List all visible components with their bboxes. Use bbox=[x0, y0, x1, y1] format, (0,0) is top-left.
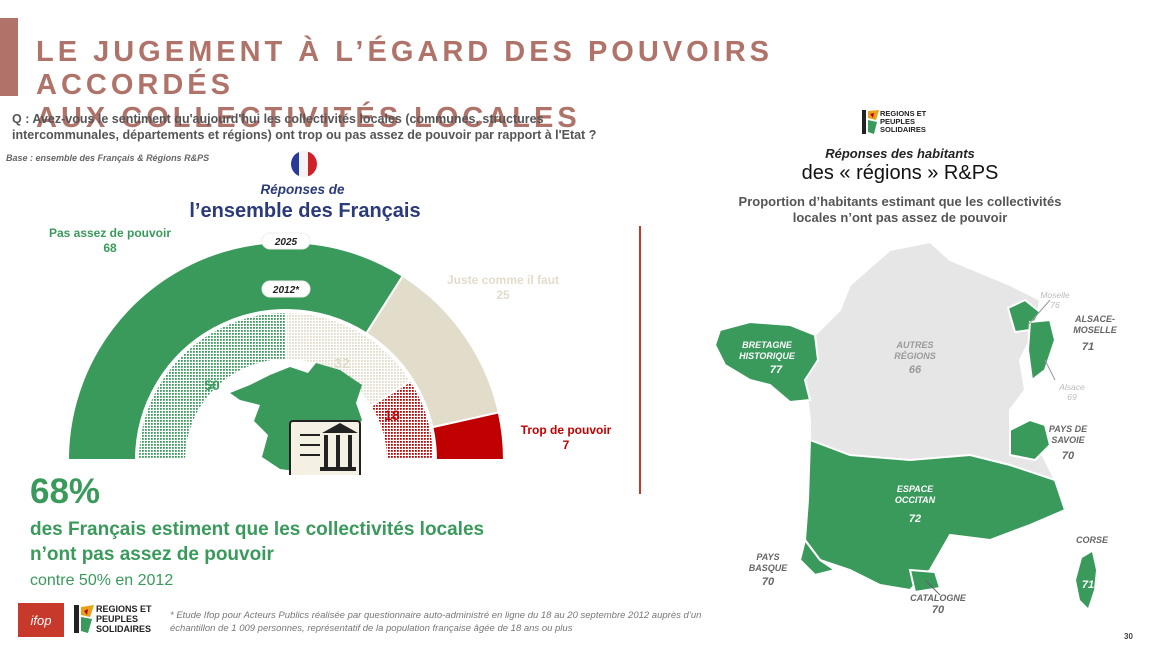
summary-statement: des Français estiment que les collectivi… bbox=[30, 519, 485, 565]
label-trop: Trop de pouvoir bbox=[521, 423, 612, 437]
rps-logo-header: REGIONS ET PEUPLES SOLIDAIRES bbox=[860, 108, 926, 136]
label-autres-2: RÉGIONS bbox=[894, 351, 936, 361]
value-corse: 71 bbox=[1082, 579, 1094, 591]
regions-panel-heading: des « régions » R&PS bbox=[801, 162, 999, 184]
label-occitan-1: ESPACE bbox=[897, 484, 934, 494]
semi-donut-chart: 2025 2012* Pas assez de pouvoir 68 Juste… bbox=[49, 226, 612, 475]
rps-logo-footer: REGIONS ET PEUPLES SOLIDAIRES bbox=[72, 603, 152, 635]
page-number: 30 bbox=[1124, 632, 1133, 641]
comparison-2012: contre 50% en 2012 bbox=[30, 572, 174, 589]
regions-panel-heading-small: Réponses des habitants bbox=[825, 146, 975, 161]
document-institution-icon bbox=[289, 420, 361, 475]
france-flag-icon bbox=[291, 151, 317, 177]
survey-question: Q : Avez-vous le sentiment qu'aujourd'hu… bbox=[12, 112, 597, 142]
regions-map: BRETAGNE HISTORIQUE 77 AUTRES RÉGIONS 66… bbox=[713, 240, 1118, 616]
value-trop-2025: 7 bbox=[563, 438, 570, 452]
label-savoie-1: PAYS DE bbox=[1049, 424, 1088, 434]
label-pas-assez: Pas assez de pouvoir bbox=[49, 226, 171, 240]
value-trop-2012: 18 bbox=[384, 407, 400, 423]
page-title: LE JUGEMENT À L’ÉGARD DES POUVOIRS ACCOR… bbox=[36, 36, 774, 134]
map-region-savoie bbox=[1009, 418, 1052, 462]
value-autres: 66 bbox=[909, 364, 922, 376]
label-corse: CORSE bbox=[1076, 535, 1109, 545]
value-pas-assez-2025: 68 bbox=[103, 241, 117, 255]
year-label-2025: 2025 bbox=[274, 237, 298, 248]
year-label-2012: 2012* bbox=[272, 285, 300, 296]
regions-panel-subtitle: Proportion d’habitants estimant que les … bbox=[738, 194, 1062, 225]
ring-2012 bbox=[136, 310, 436, 461]
france-panel-heading-small: Réponses de bbox=[260, 182, 345, 197]
france-panel-heading: l’ensemble des Français bbox=[189, 200, 421, 222]
arc-2025-trop bbox=[431, 411, 506, 461]
label-pays-basque-2: BASQUE bbox=[749, 563, 789, 573]
label-autres-1: AUTRES bbox=[895, 340, 933, 350]
value-moselle: 76 bbox=[1050, 300, 1060, 310]
map-region-corse bbox=[1076, 552, 1096, 608]
map-region-catalogne bbox=[908, 568, 942, 594]
value-juste-2012: 32 bbox=[334, 355, 350, 371]
title-accent-bar bbox=[0, 18, 18, 96]
sample-base: Base : ensemble des Français & Régions R… bbox=[6, 153, 210, 163]
label-savoie-2: SAVOIE bbox=[1051, 435, 1085, 445]
value-catalogne: 70 bbox=[932, 604, 945, 616]
label-bretagne-2: HISTORIQUE bbox=[739, 351, 796, 361]
label-pays-basque-1: PAYS bbox=[756, 552, 779, 562]
ring-2025 bbox=[66, 241, 506, 461]
label-occitan-2: OCCITAN bbox=[895, 495, 936, 505]
value-occitan: 72 bbox=[909, 513, 921, 525]
label-alsace: Alsace bbox=[1058, 382, 1085, 392]
value-alsace: 69 bbox=[1067, 392, 1077, 402]
label-bretagne-1: BRETAGNE bbox=[742, 340, 793, 350]
label-juste: Juste comme il faut bbox=[447, 273, 559, 287]
value-savoie: 70 bbox=[1062, 450, 1075, 462]
ifop-logo: ifop bbox=[18, 603, 64, 637]
value-pas-assez-2012: 50 bbox=[204, 377, 220, 393]
value-pays-basque: 70 bbox=[762, 576, 775, 588]
arc-2025-pas-assez bbox=[66, 241, 405, 461]
label-catalogne: CATALOGNE bbox=[910, 593, 967, 603]
footnote: * Etude Ifop pour Acteurs Publics réalis… bbox=[170, 610, 702, 634]
value-bretagne: 77 bbox=[770, 364, 783, 376]
rps-logo-icon bbox=[74, 605, 94, 633]
arc-2012-trop bbox=[369, 379, 436, 461]
label-moselle: Moselle bbox=[1040, 290, 1070, 300]
label-alsace-moselle-1: ALSACE- bbox=[1074, 314, 1115, 324]
big-percentage: 68% bbox=[30, 472, 101, 511]
map-region-pays-basque bbox=[798, 537, 838, 577]
label-alsace-moselle-2: MOSELLE bbox=[1073, 325, 1117, 335]
map-region-bretagne bbox=[713, 320, 820, 404]
map-region-alsace bbox=[1026, 318, 1057, 382]
rps-logo-icon bbox=[862, 110, 879, 134]
panel-divider bbox=[639, 226, 641, 494]
value-juste-2025: 25 bbox=[496, 288, 510, 302]
value-alsace-moselle: 71 bbox=[1082, 341, 1094, 353]
